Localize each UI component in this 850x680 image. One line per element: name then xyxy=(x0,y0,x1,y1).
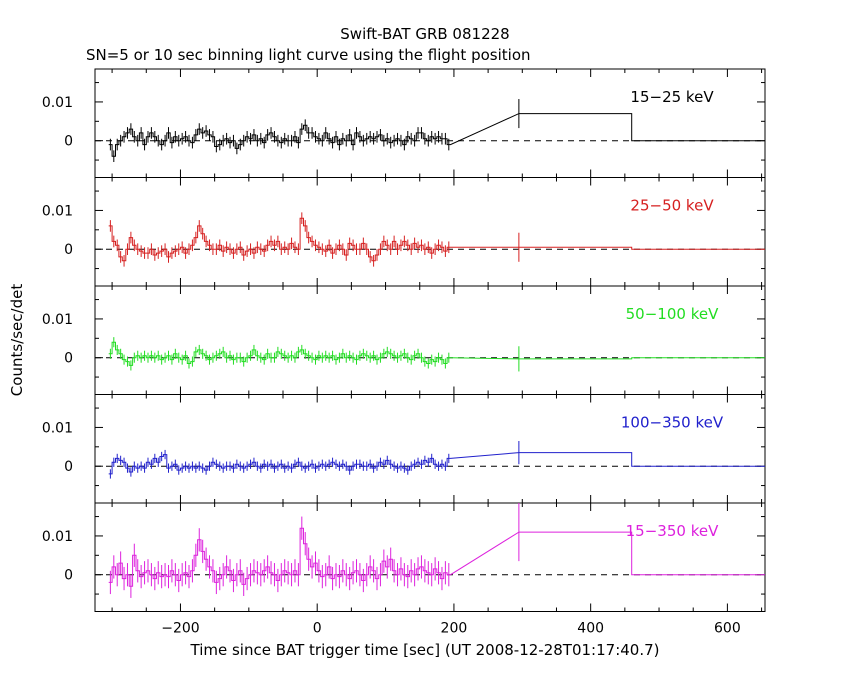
y-tick-label: 0 xyxy=(64,459,73,475)
series-step-line xyxy=(108,452,765,475)
x-tick-label: 400 xyxy=(577,621,604,637)
y-tick-label: 0 xyxy=(64,568,73,584)
y-tick-label: 0.01 xyxy=(42,529,73,545)
y-tick-label: 0.01 xyxy=(42,312,73,328)
panel-frame xyxy=(94,285,766,395)
panel-3: 0 0.01 100−350 keV xyxy=(42,394,766,504)
panel-energy-label: 25−50 keV xyxy=(630,197,714,215)
x-tick-label: −200 xyxy=(161,621,199,637)
series-step-line xyxy=(108,527,765,587)
panel-frame xyxy=(94,502,766,612)
x-axis-label: Time since BAT trigger time [sec] (UT 20… xyxy=(190,641,660,659)
panel-frame xyxy=(94,394,766,504)
panel-2: 0 0.01 50−100 keV xyxy=(42,285,766,395)
series-step-line xyxy=(108,341,765,366)
x-tick-label: 600 xyxy=(714,621,741,637)
panel-energy-label: 15−25 keV xyxy=(630,88,714,106)
chart-subtitle: SN=5 or 10 sec binning light curve using… xyxy=(86,46,531,64)
y-tick-label: 0.01 xyxy=(42,203,73,219)
chart-title: Swift-BAT GRB 081228 xyxy=(340,25,509,43)
panel-frame xyxy=(94,68,766,178)
panel-0: 0 0.01 15−25 keV xyxy=(42,68,766,178)
y-tick-label: 0.01 xyxy=(42,95,73,111)
x-tick-label: 200 xyxy=(441,621,468,637)
series-step-line xyxy=(108,217,765,262)
panels-group: 0 0.01 15−25 keV 0 0.01 25−50 keV 0 0.01 50−100 … xyxy=(42,68,766,637)
panel-4: 0 0.01 15−350 keV −200 0 200 400 600 xyxy=(42,502,766,637)
y-tick-label: 0.01 xyxy=(42,420,73,436)
y-axis-label: Counts/sec/det xyxy=(8,284,26,397)
panel-energy-label: 100−350 keV xyxy=(621,414,724,432)
panel-energy-label: 50−100 keV xyxy=(626,305,719,323)
panel-energy-label: 15−350 keV xyxy=(626,522,719,540)
y-tick-label: 0 xyxy=(64,134,73,150)
x-tick-label: 0 xyxy=(313,621,322,637)
y-tick-label: 0 xyxy=(64,351,73,367)
y-tick-label: 0 xyxy=(64,242,73,258)
panel-1: 0 0.01 25−50 keV xyxy=(42,177,766,287)
series-step-line xyxy=(108,113,765,157)
